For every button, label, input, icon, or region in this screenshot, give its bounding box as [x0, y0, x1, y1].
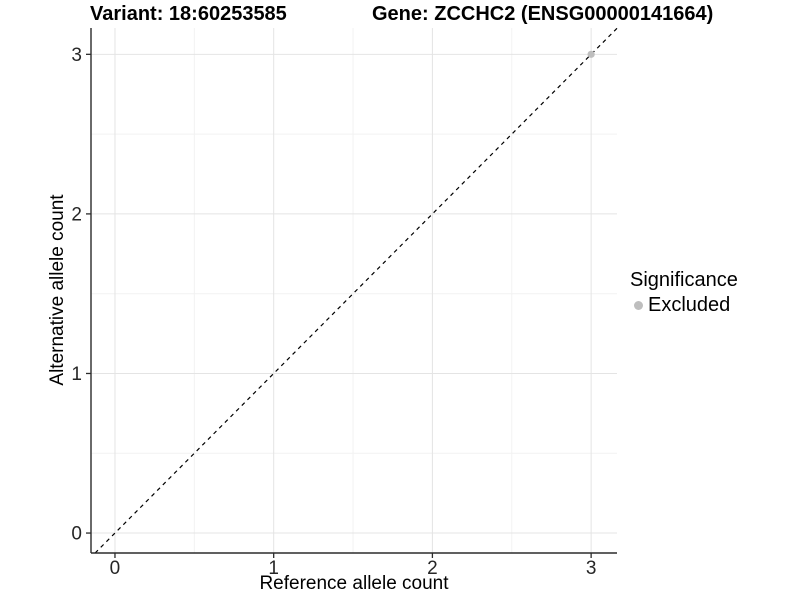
y-tick-label: 1	[71, 364, 82, 385]
x-axis-title: Reference allele count	[259, 573, 449, 594]
data-point	[587, 50, 595, 58]
x-tick-label: 0	[110, 558, 121, 579]
variant-title: Variant: 18:60253585	[90, 3, 287, 25]
x-tick-label: 2	[427, 558, 438, 579]
legend-title: Significance	[630, 269, 738, 291]
gene-title: Gene: ZCCHC2 (ENSG00000141664)	[372, 3, 714, 25]
identity-line	[94, 27, 618, 554]
y-tick-label: 3	[71, 45, 82, 66]
y-tick-label: 2	[71, 205, 82, 226]
x-tick-label: 3	[586, 558, 597, 579]
legend-item-excluded: Excluded	[630, 294, 738, 316]
excluded-point-icon	[634, 300, 643, 310]
x-tick-label: 1	[268, 558, 279, 579]
y-axis-title: Alternative allele count	[47, 194, 68, 386]
legend-item-label: Excluded	[648, 294, 731, 316]
legend: Significance Excluded	[630, 269, 738, 316]
y-tick-label: 0	[71, 524, 82, 545]
